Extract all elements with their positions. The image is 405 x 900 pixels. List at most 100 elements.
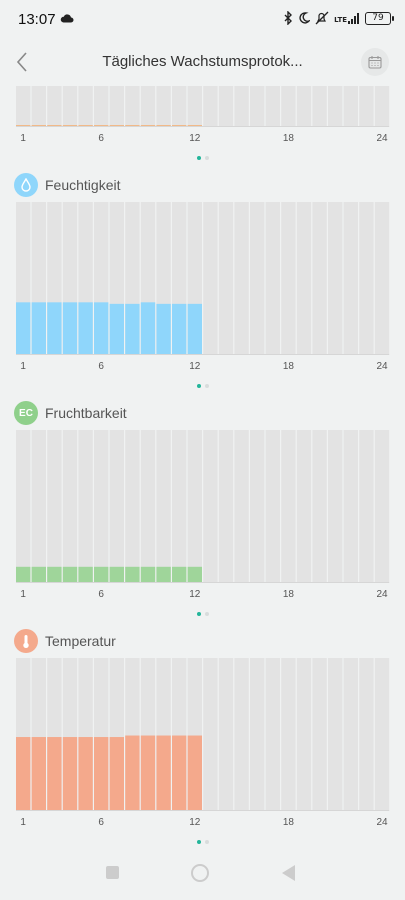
mute-icon — [315, 11, 329, 25]
pager-dot-active[interactable] — [196, 384, 201, 388]
bluetooth-icon — [284, 11, 293, 25]
app-bar: Tägliches Wachstumsprotok... — [0, 44, 405, 80]
bar[interactable] — [47, 737, 62, 810]
x-tick-label: 1 — [20, 133, 26, 144]
thermometer-icon — [23, 634, 29, 648]
humidity-chart-svg: 1 6 12 18 24 — [16, 202, 390, 372]
bar[interactable] — [140, 125, 156, 126]
bar-slot — [125, 430, 140, 582]
pager-dot[interactable] — [204, 384, 209, 388]
bar-slot — [265, 86, 280, 126]
pager-dot[interactable] — [204, 612, 209, 616]
bar-slot — [343, 202, 358, 354]
bar-slot — [359, 202, 374, 354]
bar[interactable] — [94, 125, 109, 126]
bar[interactable] — [156, 566, 171, 582]
pager-dot-active[interactable] — [196, 840, 201, 844]
x-tick-label: 6 — [98, 133, 104, 144]
bar-slot — [359, 86, 374, 126]
bar-slot — [47, 430, 62, 582]
bar[interactable] — [187, 566, 202, 582]
bar[interactable] — [16, 125, 31, 126]
bar-slot — [156, 86, 171, 126]
bar-slot — [265, 658, 280, 810]
calendar-button[interactable] — [361, 48, 389, 76]
pager-dot-active[interactable] — [196, 612, 201, 616]
bar-slot — [203, 202, 218, 354]
bar[interactable] — [16, 566, 31, 582]
bar-slot — [265, 202, 280, 354]
bar[interactable] — [172, 303, 187, 354]
bar[interactable] — [125, 125, 140, 126]
humidity-pager-dots — [0, 384, 405, 388]
bar[interactable] — [94, 566, 109, 582]
bar[interactable] — [78, 302, 93, 354]
bar[interactable] — [78, 737, 93, 810]
bar[interactable] — [125, 566, 140, 582]
back-icon[interactable] — [282, 865, 295, 881]
bar[interactable] — [172, 735, 187, 810]
bar[interactable] — [109, 125, 124, 126]
bar[interactable] — [94, 302, 109, 354]
bar[interactable] — [62, 302, 78, 354]
bar[interactable] — [125, 735, 140, 810]
bar[interactable] — [16, 302, 31, 354]
bar-slot — [16, 86, 31, 126]
pager-dot-active[interactable] — [196, 156, 201, 160]
bar[interactable] — [31, 302, 46, 354]
calendar-icon — [368, 56, 382, 69]
bar[interactable] — [140, 566, 156, 582]
bar[interactable] — [31, 125, 46, 126]
bar[interactable] — [109, 737, 124, 810]
bar[interactable] — [156, 125, 171, 126]
fertility-chart-svg: 1 6 12 18 24 — [16, 430, 390, 600]
bar[interactable] — [109, 566, 124, 582]
bar[interactable] — [47, 125, 62, 126]
bar-slot — [281, 86, 296, 126]
fertility-pager-dots — [0, 612, 405, 616]
bar-slot — [374, 202, 390, 354]
bar[interactable] — [47, 302, 62, 354]
bar[interactable] — [109, 303, 124, 354]
status-bar: 13:07 LTE 79 — [0, 0, 405, 40]
water-drop-badge — [14, 173, 38, 197]
chevron-left-icon[interactable] — [12, 50, 36, 74]
bar[interactable] — [78, 566, 93, 582]
pager-dot[interactable] — [204, 840, 209, 844]
bar[interactable] — [187, 125, 202, 126]
bar[interactable] — [172, 125, 187, 126]
bar-slot — [172, 430, 187, 582]
bar-slot — [62, 86, 78, 126]
bar[interactable] — [187, 735, 202, 810]
bar[interactable] — [62, 737, 78, 810]
page-title: Tägliches Wachstumsprotok... — [102, 53, 303, 70]
bar[interactable] — [140, 735, 156, 810]
home-icon[interactable] — [191, 864, 209, 882]
bar-slot — [359, 658, 374, 810]
bar-slot — [140, 86, 156, 126]
bar[interactable] — [94, 737, 109, 810]
bar[interactable] — [187, 303, 202, 354]
bar-slot — [250, 658, 265, 810]
recents-icon[interactable] — [106, 866, 119, 879]
bar-slot — [281, 430, 296, 582]
bar[interactable] — [16, 737, 31, 810]
bar[interactable] — [31, 566, 46, 582]
thermometer-badge — [14, 629, 38, 653]
bar[interactable] — [47, 566, 62, 582]
bar[interactable] — [31, 737, 46, 810]
light-chart-svg: 1 6 12 18 24 — [16, 86, 390, 144]
bar[interactable] — [172, 566, 187, 582]
bar[interactable] — [156, 735, 171, 810]
bar[interactable] — [156, 303, 171, 354]
bar[interactable] — [62, 566, 78, 582]
bar[interactable] — [140, 302, 156, 354]
bar[interactable] — [125, 303, 140, 354]
bar-slot — [374, 86, 390, 126]
bar-slot — [343, 658, 358, 810]
x-tick-label: 24 — [376, 133, 388, 144]
bar-slot — [296, 86, 312, 126]
bar[interactable] — [78, 125, 93, 126]
pager-dot[interactable] — [204, 156, 209, 160]
bar[interactable] — [62, 125, 78, 126]
